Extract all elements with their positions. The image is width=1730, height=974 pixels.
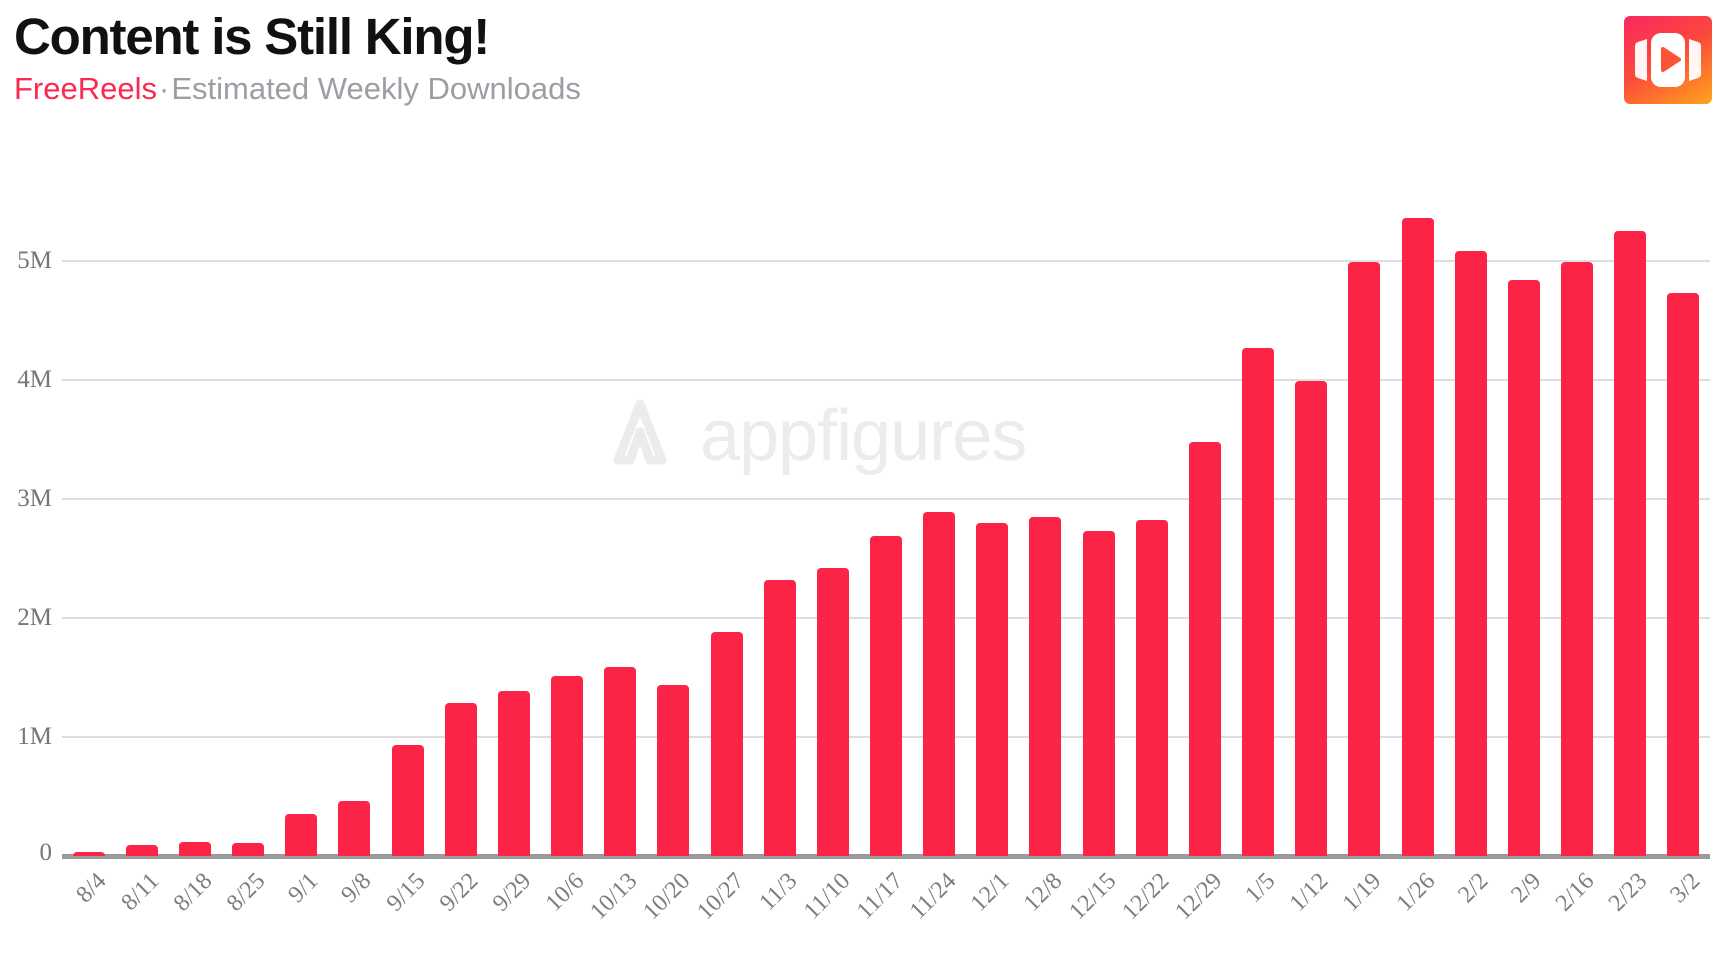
- bar[interactable]: [125, 845, 158, 856]
- bar[interactable]: [178, 841, 211, 856]
- bar[interactable]: [1242, 347, 1275, 856]
- bar[interactable]: [763, 579, 796, 856]
- bar[interactable]: [1295, 381, 1328, 856]
- bar[interactable]: [285, 814, 318, 856]
- gridline-3m: [62, 498, 1710, 500]
- bar[interactable]: [1348, 262, 1381, 856]
- y-axis: 5M 4M 3M 2M 1M 0: [0, 0, 62, 974]
- gridline-4m: [62, 379, 1710, 381]
- subtitle-separator: ·: [159, 71, 170, 107]
- bar-series: [62, 0, 1710, 974]
- bar[interactable]: [1507, 280, 1540, 856]
- bar[interactable]: [604, 666, 637, 856]
- bar[interactable]: [391, 745, 424, 856]
- bar[interactable]: [1401, 218, 1434, 856]
- y-tick-label-5m: 5M: [17, 247, 52, 274]
- bar[interactable]: [710, 632, 743, 856]
- bar[interactable]: [923, 512, 956, 856]
- bar[interactable]: [657, 684, 690, 856]
- bar[interactable]: [1667, 293, 1700, 856]
- y-tick-label-2m: 2M: [17, 604, 52, 631]
- bar[interactable]: [1614, 231, 1647, 856]
- metric-label: Estimated Weekly Downloads: [171, 71, 581, 107]
- bar[interactable]: [1188, 441, 1221, 856]
- bar[interactable]: [551, 676, 584, 856]
- gridline-5m: [62, 260, 1710, 262]
- bar[interactable]: [1135, 520, 1168, 856]
- chart-header: Content is Still King! FreeReels·Estimat…: [14, 8, 1594, 107]
- bar[interactable]: [976, 522, 1009, 856]
- y-tick-label-0: 0: [39, 839, 53, 866]
- freereels-app-icon: [1624, 16, 1712, 104]
- bar[interactable]: [1454, 251, 1487, 856]
- bar[interactable]: [338, 801, 371, 856]
- bar[interactable]: [72, 852, 105, 856]
- bar[interactable]: [497, 690, 530, 856]
- page-title: Content is Still King!: [14, 8, 490, 65]
- y-tick-label-3m: 3M: [17, 485, 52, 512]
- bar[interactable]: [232, 842, 265, 856]
- y-tick-label-4m: 4M: [17, 366, 52, 393]
- axis-baseline: [62, 854, 1710, 859]
- x-axis: 8/4 8/11 8/18 8/25 9/1 9/8 9/15 9/22 9/29 10/6 10/…: [62, 860, 1710, 974]
- bar[interactable]: [1561, 262, 1594, 856]
- bar[interactable]: [1029, 516, 1062, 856]
- bar[interactable]: [444, 702, 477, 856]
- bar[interactable]: [870, 535, 902, 856]
- bar[interactable]: [1082, 531, 1115, 856]
- bar[interactable]: [816, 568, 849, 856]
- app-name-label: FreeReels: [14, 71, 157, 107]
- y-tick-label-1m: 1M: [17, 723, 52, 750]
- chart-subtitle: FreeReels·Estimated Weekly Downloads: [14, 71, 1594, 107]
